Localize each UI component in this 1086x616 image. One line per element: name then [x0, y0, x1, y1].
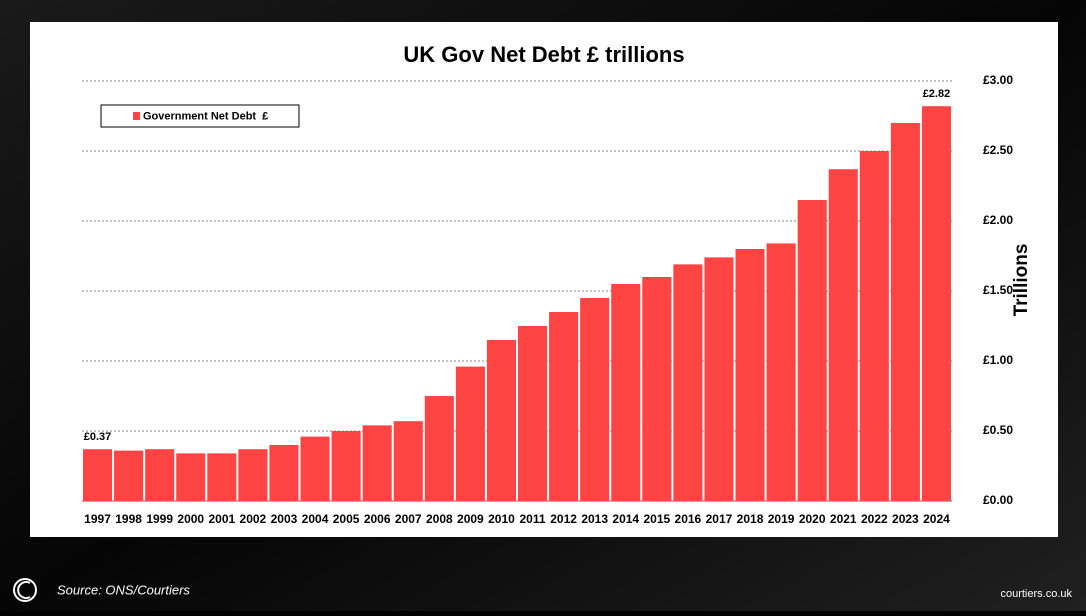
bar: [176, 453, 206, 501]
website: courtiers.co.uk: [1000, 588, 1072, 600]
y-tick-label: £2.00: [983, 213, 1013, 227]
value-label: £0.37: [84, 431, 112, 443]
x-tick-label: 2011: [520, 512, 546, 526]
bar: [83, 449, 113, 501]
bar: [580, 298, 610, 501]
x-tick-label: 2016: [675, 512, 702, 526]
x-tick-label: 1999: [146, 512, 173, 526]
bar: [331, 431, 361, 501]
bar: [704, 257, 734, 501]
x-tick-label: 2006: [364, 512, 391, 526]
y-tick-label: £1.00: [983, 353, 1013, 367]
bar: [486, 340, 516, 501]
x-tick-label: 2003: [271, 512, 298, 526]
x-tick-label: 2009: [457, 512, 484, 526]
logo: [13, 578, 37, 602]
value-label: £2.82: [923, 88, 951, 100]
x-tick-label: 2024: [923, 512, 950, 526]
x-tick-label: 2023: [892, 512, 919, 526]
bar: [238, 449, 268, 501]
x-tick-label: 2021: [830, 512, 857, 526]
x-tick-label: 2010: [488, 512, 515, 526]
bar: [673, 264, 703, 501]
x-tick-label: 2020: [799, 512, 826, 526]
chart-title: UK Gov Net Debt £ trillions: [403, 42, 684, 67]
legend-label: Government Net Debt £: [143, 110, 268, 122]
x-tick-label: 2012: [550, 512, 577, 526]
bar: [859, 151, 889, 501]
bar: [766, 243, 796, 501]
x-tick-label: 2002: [240, 512, 267, 526]
bar: [828, 169, 858, 501]
x-tick-label: 2005: [333, 512, 360, 526]
x-tick-label: 2007: [395, 512, 422, 526]
bar: [611, 284, 641, 501]
bar: [735, 249, 765, 501]
x-tick-label: 2004: [302, 512, 329, 526]
x-tick-label: 2000: [177, 512, 204, 526]
x-tick-label: 2014: [612, 512, 639, 526]
y-tick-label: £1.50: [983, 283, 1013, 297]
plot: £0.00 £0.50 £1.00 £1.50 £2.00 £2.50 £3.00 1997 1…: [82, 73, 1013, 526]
x-tick-label: 2022: [861, 512, 888, 526]
bar: [797, 200, 827, 501]
bar: [921, 106, 951, 501]
x-tick-label: 1997: [84, 512, 111, 526]
bar: [455, 366, 485, 501]
x-tick-label: 2013: [581, 512, 608, 526]
legend-box: [100, 104, 300, 128]
bar: [393, 421, 423, 501]
y-tick-label: £2.50: [983, 143, 1013, 157]
bar: [269, 445, 299, 501]
bar: [145, 449, 175, 501]
x-tick-label: 2018: [737, 512, 764, 526]
source: Source: ONS/Courtiers: [57, 582, 190, 597]
bar: [518, 326, 548, 501]
y-tick-label: £0.50: [983, 423, 1013, 437]
bar: [890, 123, 920, 501]
bar: [207, 453, 237, 501]
x-tick-label: 2015: [643, 512, 670, 526]
bar: [114, 450, 144, 501]
x-tick-label: 1998: [115, 512, 142, 526]
x-tick-label: 2001: [208, 512, 235, 526]
bar: [549, 312, 579, 501]
bar: [424, 396, 454, 501]
y-tick-label: £3.00: [983, 73, 1013, 87]
bar: [300, 436, 330, 501]
x-tick-label: 2008: [426, 512, 453, 526]
bar: [642, 277, 672, 501]
y-tick-label: £0.00: [983, 493, 1013, 507]
legend-swatch: [133, 112, 140, 120]
x-tick-label: 2019: [768, 512, 795, 526]
y-axis-label: Trillions: [1011, 244, 1032, 317]
x-tick-label: 2017: [706, 512, 733, 526]
bar: [362, 425, 392, 501]
